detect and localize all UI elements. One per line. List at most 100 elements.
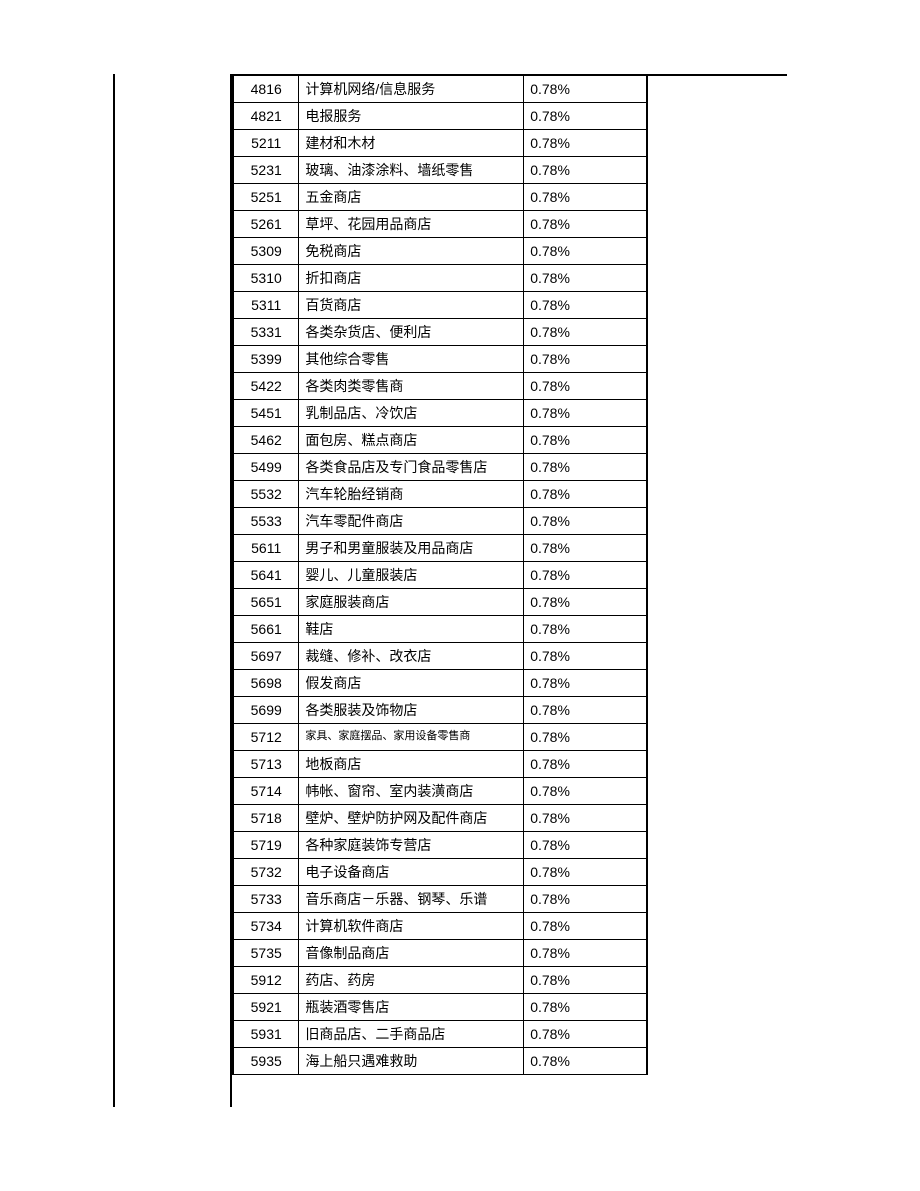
cell-description: 家具、家庭摆品、家用设备零售商 xyxy=(299,723,524,750)
cell-rate: 0.78% xyxy=(524,453,648,480)
cell-description: 各类服装及饰物店 xyxy=(299,696,524,723)
cell-description: 百货商店 xyxy=(299,291,524,318)
cell-rate: 0.78% xyxy=(524,912,648,939)
cell-description: 面包房、糕点商店 xyxy=(299,426,524,453)
cell-rate: 0.78% xyxy=(524,777,648,804)
table-row: 5311百货商店0.78% xyxy=(233,291,787,318)
cell-rate: 0.78% xyxy=(524,939,648,966)
cell-rate: 0.78% xyxy=(524,156,648,183)
cell-empty xyxy=(647,264,787,291)
table-row: 5451乳制品店、冷饮店0.78% xyxy=(233,399,787,426)
cell-code: 5697 xyxy=(233,642,299,669)
cell-code: 5462 xyxy=(233,426,299,453)
cell-code: 5451 xyxy=(233,399,299,426)
cell-code: 5641 xyxy=(233,561,299,588)
cell-description: 各类食品店及专门食品零售店 xyxy=(299,453,524,480)
cell-rate: 0.78% xyxy=(524,561,648,588)
cell-empty xyxy=(647,669,787,696)
cell-rate: 0.78% xyxy=(524,615,648,642)
cell-empty xyxy=(647,534,787,561)
table-row: 5251五金商店0.78% xyxy=(233,183,787,210)
cell-description: 其他综合零售 xyxy=(299,345,524,372)
cell-empty xyxy=(647,858,787,885)
cell-code: 5611 xyxy=(233,534,299,561)
cell-empty xyxy=(647,426,787,453)
cell-description: 电报服务 xyxy=(299,102,524,129)
cell-code: 5211 xyxy=(233,129,299,156)
cell-empty xyxy=(647,1047,787,1074)
cell-rate: 0.78% xyxy=(524,75,648,102)
table-row: 5734计算机软件商店0.78% xyxy=(233,912,787,939)
mcc-rate-table: 4816计算机网络/信息服务0.78%4821电报服务0.78%5211建材和木… xyxy=(232,74,787,1075)
cell-description: 壁炉、壁炉防护网及配件商店 xyxy=(299,804,524,831)
table-row: 5712家具、家庭摆品、家用设备零售商0.78% xyxy=(233,723,787,750)
cell-rate: 0.78% xyxy=(524,1047,648,1074)
cell-code: 5732 xyxy=(233,858,299,885)
cell-code: 5719 xyxy=(233,831,299,858)
cell-code: 5935 xyxy=(233,1047,299,1074)
cell-rate: 0.78% xyxy=(524,804,648,831)
cell-code: 5714 xyxy=(233,777,299,804)
table-row: 5697裁缝、修补、改衣店0.78% xyxy=(233,642,787,669)
cell-code: 5251 xyxy=(233,183,299,210)
cell-code: 5422 xyxy=(233,372,299,399)
cell-rate: 0.78% xyxy=(524,318,648,345)
cell-empty xyxy=(647,750,787,777)
cell-rate: 0.78% xyxy=(524,129,648,156)
cell-rate: 0.78% xyxy=(524,264,648,291)
cell-code: 5311 xyxy=(233,291,299,318)
document-page: 4816计算机网络/信息服务0.78%4821电报服务0.78%5211建材和木… xyxy=(0,0,920,1191)
table-row: 5935海上船只遇难救助0.78% xyxy=(233,1047,787,1074)
cell-code: 5261 xyxy=(233,210,299,237)
cell-empty xyxy=(647,804,787,831)
cell-empty xyxy=(647,912,787,939)
cell-description: 汽车轮胎经销商 xyxy=(299,480,524,507)
cell-description: 计算机网络/信息服务 xyxy=(299,75,524,102)
cell-code: 5699 xyxy=(233,696,299,723)
table-row: 5641婴儿、儿童服装店0.78% xyxy=(233,561,787,588)
cell-description: 各种家庭装饰专营店 xyxy=(299,831,524,858)
cell-empty xyxy=(647,939,787,966)
cell-code: 5931 xyxy=(233,1020,299,1047)
table-row: 5462面包房、糕点商店0.78% xyxy=(233,426,787,453)
table-row: 5931旧商品店、二手商品店0.78% xyxy=(233,1020,787,1047)
cell-code: 5651 xyxy=(233,588,299,615)
cell-rate: 0.78% xyxy=(524,534,648,561)
cell-description: 乳制品店、冷饮店 xyxy=(299,399,524,426)
table-row: 5310折扣商店0.78% xyxy=(233,264,787,291)
cell-rate: 0.78% xyxy=(524,345,648,372)
cell-rate: 0.78% xyxy=(524,426,648,453)
cell-rate: 0.78% xyxy=(524,1020,648,1047)
cell-empty xyxy=(647,183,787,210)
cell-empty xyxy=(647,102,787,129)
cell-empty xyxy=(647,831,787,858)
cell-code: 5331 xyxy=(233,318,299,345)
cell-rate: 0.78% xyxy=(524,399,648,426)
cell-code: 5735 xyxy=(233,939,299,966)
cell-empty xyxy=(647,318,787,345)
cell-code: 5698 xyxy=(233,669,299,696)
cell-description: 瓶装酒零售店 xyxy=(299,993,524,1020)
cell-empty xyxy=(647,993,787,1020)
table-row: 4821电报服务0.78% xyxy=(233,102,787,129)
cell-empty xyxy=(647,156,787,183)
cell-description: 地板商店 xyxy=(299,750,524,777)
cell-rate: 0.78% xyxy=(524,669,648,696)
cell-rate: 0.78% xyxy=(524,696,648,723)
cell-rate: 0.78% xyxy=(524,750,648,777)
table-row: 5422各类肉类零售商0.78% xyxy=(233,372,787,399)
cell-empty xyxy=(647,588,787,615)
cell-empty xyxy=(647,372,787,399)
cell-empty xyxy=(647,615,787,642)
cell-empty xyxy=(647,345,787,372)
cell-description: 婴儿、儿童服装店 xyxy=(299,561,524,588)
cell-rate: 0.78% xyxy=(524,291,648,318)
cell-code: 5231 xyxy=(233,156,299,183)
cell-rate: 0.78% xyxy=(524,723,648,750)
cell-description: 裁缝、修补、改衣店 xyxy=(299,642,524,669)
cell-description: 音像制品商店 xyxy=(299,939,524,966)
table-row: 5532汽车轮胎经销商0.78% xyxy=(233,480,787,507)
table-row: 4816计算机网络/信息服务0.78% xyxy=(233,75,787,102)
cell-rate: 0.78% xyxy=(524,183,648,210)
cell-empty xyxy=(647,399,787,426)
